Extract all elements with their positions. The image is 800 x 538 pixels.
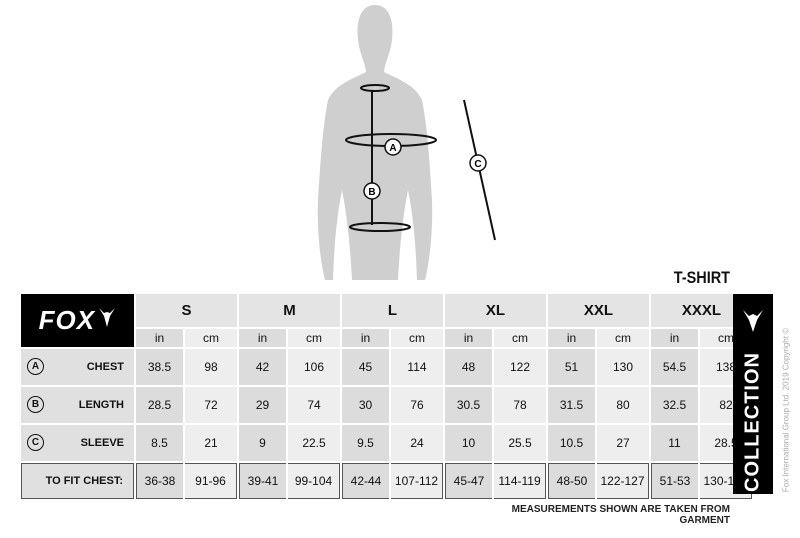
svg-text:B: B xyxy=(368,187,375,198)
fox-head-icon xyxy=(99,308,116,327)
table-cell: 27 xyxy=(597,425,649,461)
table-cell: 24 xyxy=(391,425,443,461)
table-cell: 11 xyxy=(651,425,698,461)
table-row-length: B LENGTH 28.5 72 29 74 30 76 30.5 78 31.5 80 32.5 82 xyxy=(21,387,752,423)
size-header-l: L xyxy=(342,294,443,327)
hem-line xyxy=(349,222,411,232)
row-label: SLEEVE xyxy=(80,437,124,449)
size-header-xxl: XXL xyxy=(548,294,649,327)
table-cell: 122-127 xyxy=(597,463,649,499)
table-cell: 48-50 xyxy=(548,463,595,499)
table-cell: 30 xyxy=(342,387,389,423)
table-cell: 114-119 xyxy=(494,463,546,499)
unit-in: in xyxy=(239,328,286,347)
table-cell: 78 xyxy=(494,387,546,423)
row-label: TO FIT CHEST: xyxy=(21,463,134,499)
table-cell: 48 xyxy=(445,349,492,385)
neck-line xyxy=(360,84,390,92)
marker-c: C xyxy=(469,154,487,172)
table-cell: 21 xyxy=(185,425,237,461)
table-cell: 98 xyxy=(185,349,237,385)
table-cell: 10.5 xyxy=(548,425,595,461)
table-row-chest: A CHEST 38.5 98 42 106 45 114 48 122 51 130 54.5 138 xyxy=(21,349,752,385)
marker-a: A xyxy=(384,138,402,156)
unit-in: in xyxy=(342,328,389,347)
marker-badge: A xyxy=(27,358,44,375)
table-cell: 42-44 xyxy=(342,463,389,499)
table-cell: 32.5 xyxy=(651,387,698,423)
table-cell: 38.5 xyxy=(136,349,183,385)
fox-head-icon xyxy=(743,310,763,332)
table-cell: 10 xyxy=(445,425,492,461)
table-cell: 9.5 xyxy=(342,425,389,461)
table-cell: 130 xyxy=(597,349,649,385)
table-cell: 28.5 xyxy=(136,387,183,423)
footer-note: MEASUREMENTS SHOWN ARE TAKEN FROM GARMEN… xyxy=(511,504,730,526)
table-cell: 99-104 xyxy=(288,463,340,499)
svg-text:A: A xyxy=(389,143,396,154)
product-title: T-SHIRT xyxy=(673,268,730,287)
table-cell: 29 xyxy=(239,387,286,423)
marker-badge: C xyxy=(27,434,44,451)
table-cell: 76 xyxy=(391,387,443,423)
body-silhouette xyxy=(317,5,433,280)
table-row-fit-chest: TO FIT CHEST: 36-38 91-96 39-41 99-104 42-44 1… xyxy=(21,463,752,499)
size-header-xl: XL xyxy=(445,294,546,327)
unit-cm: cm xyxy=(597,328,649,347)
table-cell: 51-53 xyxy=(651,463,698,499)
table-cell: 80 xyxy=(597,387,649,423)
collection-banner: COLLECTION xyxy=(733,294,773,494)
size-header-m: M xyxy=(239,294,340,327)
table-cell: 30.5 xyxy=(445,387,492,423)
table-cell: 106 xyxy=(288,349,340,385)
table-cell: 45-47 xyxy=(445,463,492,499)
table-row-sleeve: C SLEEVE 8.5 21 9 22.5 9.5 24 10 25.5 10.5 27 11 28.5 xyxy=(21,425,752,461)
unit-in: in xyxy=(136,328,183,347)
unit-in: in xyxy=(651,328,698,347)
table-cell: 36-38 xyxy=(136,463,183,499)
unit-cm: cm xyxy=(494,328,546,347)
table-cell: 107-112 xyxy=(391,463,443,499)
marker-badge: B xyxy=(27,396,44,413)
table-cell: 91-96 xyxy=(185,463,237,499)
unit-in: in xyxy=(445,328,492,347)
row-label: LENGTH xyxy=(78,399,124,411)
table-cell: 8.5 xyxy=(136,425,183,461)
table-cell: 9 xyxy=(239,425,286,461)
table-cell: 114 xyxy=(391,349,443,385)
fox-logo: FOX xyxy=(21,294,134,347)
collection-label: COLLECTION xyxy=(741,352,764,492)
table-cell: 54.5 xyxy=(651,349,698,385)
table-cell: 25.5 xyxy=(494,425,546,461)
table-cell: 72 xyxy=(185,387,237,423)
table-cell: 51 xyxy=(548,349,595,385)
table-cell: 39-41 xyxy=(239,463,286,499)
table-cell: 122 xyxy=(494,349,546,385)
unit-cm: cm xyxy=(288,328,340,347)
unit-in: in xyxy=(548,328,595,347)
table-cell: 42 xyxy=(239,349,286,385)
table-cell: 45 xyxy=(342,349,389,385)
copyright-text: Fox International Group Ltd. 2019 Copyri… xyxy=(781,327,791,493)
table-cell: 31.5 xyxy=(548,387,595,423)
size-header-s: S xyxy=(136,294,237,327)
table-cell: 74 xyxy=(288,387,340,423)
unit-cm: cm xyxy=(185,328,237,347)
marker-b: B xyxy=(363,182,381,200)
row-label: CHEST xyxy=(86,361,124,373)
unit-cm: cm xyxy=(391,328,443,347)
table-cell: 22.5 xyxy=(288,425,340,461)
body-measurement-diagram: A B C xyxy=(317,5,496,280)
size-table: FOX S M L XL XXL XXXL in cm in cm in cm in cm in cm in cm… xyxy=(19,292,754,501)
svg-text:C: C xyxy=(474,159,481,170)
